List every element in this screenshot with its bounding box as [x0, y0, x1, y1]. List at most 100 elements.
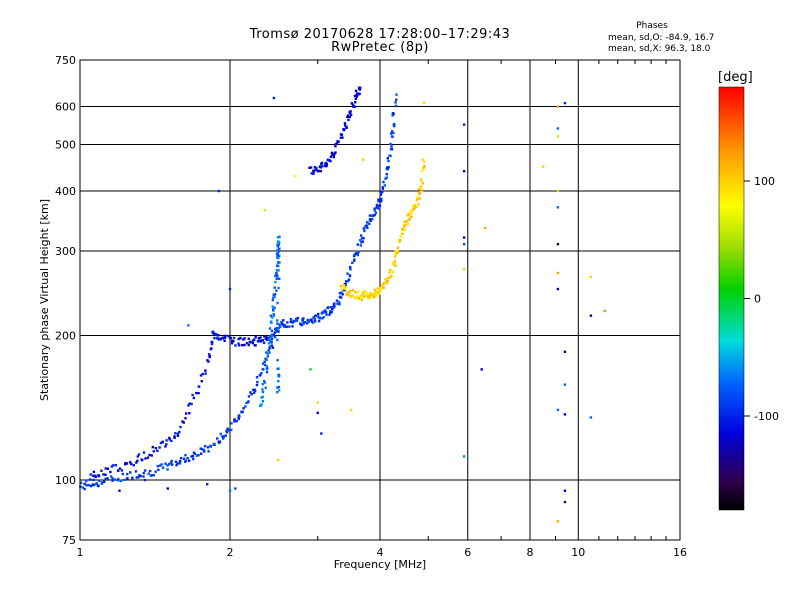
data-point: [175, 464, 178, 467]
data-point: [276, 245, 279, 248]
data-point: [318, 316, 321, 319]
data-point: [86, 483, 89, 487]
data-point: [288, 325, 291, 328]
data-point: [556, 242, 560, 246]
data-point: [309, 368, 312, 371]
data-point: [556, 271, 560, 275]
data-point: [349, 113, 353, 117]
data-point: [261, 362, 265, 365]
data-point: [275, 277, 278, 281]
data-point: [406, 222, 410, 226]
data-point: [209, 445, 213, 448]
data-point: [204, 369, 207, 372]
data-point: [563, 413, 567, 416]
data-point: [354, 97, 357, 101]
data-point: [364, 290, 367, 293]
data-point: [416, 195, 419, 199]
data-point: [139, 474, 142, 478]
data-point: [413, 204, 416, 207]
data-point: [312, 169, 315, 172]
data-point: [277, 240, 281, 244]
data-point: [121, 472, 125, 476]
data-point: [174, 460, 178, 463]
data-point: [218, 441, 221, 445]
data-point: [252, 391, 256, 395]
colorbar-ticks: 100 0 -100: [744, 175, 779, 423]
data-point: [295, 317, 298, 321]
data-point: [243, 337, 246, 340]
data-point: [401, 232, 404, 236]
data-point: [354, 101, 357, 104]
data-point: [181, 420, 184, 423]
data-point: [410, 215, 413, 218]
data-point: [272, 96, 276, 100]
data-point: [91, 484, 94, 487]
data-point: [263, 335, 266, 338]
data-point: [170, 463, 174, 466]
data-point: [132, 464, 135, 467]
x-tick-label: 2: [227, 546, 234, 559]
data-point: [322, 315, 325, 319]
y-tick-label: 300: [55, 245, 76, 258]
data-point: [202, 450, 206, 453]
data-point: [381, 285, 385, 288]
data-point: [373, 207, 376, 210]
data-point: [278, 247, 281, 250]
data-point: [393, 260, 397, 263]
data-point: [272, 307, 275, 311]
data-point: [273, 335, 277, 339]
data-point: [276, 322, 279, 325]
data-point: [393, 122, 396, 126]
data-point: [379, 193, 383, 196]
data-point: [141, 458, 144, 462]
data-point: [210, 340, 213, 344]
data-point: [375, 203, 379, 207]
data-point: [259, 339, 263, 342]
data-point: [353, 253, 356, 256]
data-point: [382, 180, 385, 184]
data-point: [230, 428, 233, 432]
data-point: [277, 254, 281, 258]
data-point: [270, 335, 273, 338]
data-point: [123, 478, 126, 482]
data-point: [158, 446, 161, 449]
data-point: [272, 293, 275, 296]
data-point: [335, 299, 339, 302]
data-point: [382, 286, 385, 290]
data-point: [387, 159, 390, 163]
data-point: [337, 140, 340, 143]
data-point: [404, 220, 407, 223]
data-point: [340, 284, 343, 288]
data-point: [253, 338, 256, 341]
data-point: [589, 416, 593, 419]
data-point: [226, 427, 229, 430]
data-point: [589, 275, 593, 279]
data-point: [154, 446, 157, 450]
y-axis-label: Stationary phase Virtual Height [km]: [38, 199, 51, 401]
data-point: [266, 336, 270, 340]
data-point: [93, 483, 96, 487]
data-point: [289, 318, 293, 321]
data-point: [276, 236, 280, 239]
data-point: [327, 306, 330, 309]
data-point: [150, 454, 153, 457]
data-point: [393, 255, 397, 259]
data-point: [361, 240, 365, 243]
data-point: [391, 114, 394, 117]
data-point: [348, 294, 352, 298]
data-point: [270, 337, 274, 341]
data-point: [415, 199, 419, 202]
data-point: [184, 453, 187, 457]
data-point: [103, 480, 106, 483]
data-point: [377, 198, 380, 201]
data-point: [100, 482, 104, 485]
data-point: [335, 142, 339, 145]
data-point: [275, 271, 278, 275]
data-point: [393, 261, 396, 265]
data-point: [179, 425, 182, 429]
data-point: [255, 383, 259, 387]
data-point: [227, 334, 230, 338]
data-point: [326, 158, 330, 162]
data-point: [152, 473, 155, 477]
data-point: [319, 169, 322, 173]
